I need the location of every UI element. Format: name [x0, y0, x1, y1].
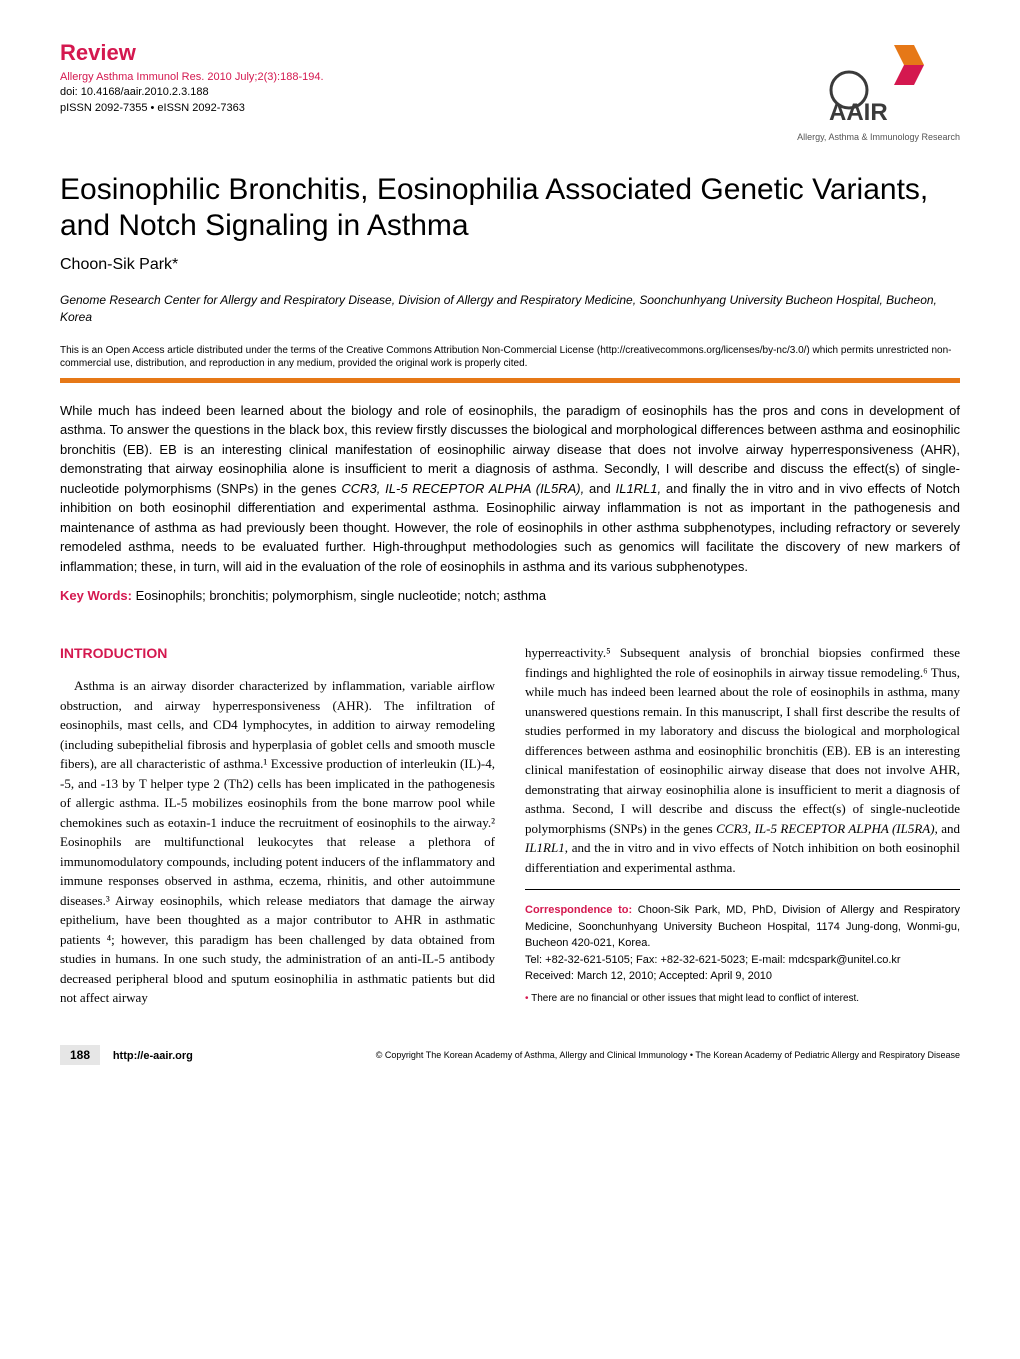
- correspondence-contact: Tel: +82-32-621-5105; Fax: +82-32-621-50…: [525, 952, 960, 969]
- keywords-section: Key Words: Eosinophils; bronchitis; poly…: [60, 588, 960, 603]
- article-title: Eosinophilic Bronchitis, Eosinophilia As…: [60, 172, 960, 244]
- page-header: Review Allergy Asthma Immunol Res. 2010 …: [60, 40, 960, 142]
- conflict-text: There are no financial or other issues t…: [531, 993, 859, 1004]
- doi-text: doi: 10.4168/aair.2010.2.3.188: [60, 85, 797, 100]
- logo-subtitle: Allergy, Asthma & Immunology Research: [797, 132, 960, 142]
- keywords-text: Eosinophils; bronchitis; polymorphism, s…: [132, 588, 546, 603]
- body-columns: INTRODUCTION Asthma is an airway disorde…: [60, 643, 960, 1008]
- left-column: INTRODUCTION Asthma is an airway disorde…: [60, 643, 495, 1008]
- author-affiliation: Genome Research Center for Allergy and R…: [60, 292, 960, 326]
- conflict-note: • There are no financial or other issues…: [525, 991, 960, 1006]
- review-label: Review: [60, 40, 797, 66]
- correspondence-label: Correspondence to:: [525, 904, 632, 916]
- correspondence-divider: [525, 889, 960, 890]
- license-text: This is an Open Access article distribut…: [60, 344, 960, 370]
- issn-text: pISSN 2092-7355 • eISSN 2092-7363: [60, 101, 797, 116]
- footer-url: http://e-aair.org: [113, 1050, 193, 1062]
- right-column: hyperreactivity.⁵ Subsequent analysis of…: [525, 643, 960, 1008]
- col2-part2: , and: [935, 821, 960, 836]
- header-left: Review Allergy Asthma Immunol Res. 2010 …: [60, 40, 797, 116]
- author-name: Choon-Sik Park*: [60, 256, 960, 274]
- abstract-gene1: CCR3, IL-5 RECEPTOR ALPHA (IL5RA),: [341, 481, 584, 496]
- col2-part1: hyperreactivity.⁵ Subsequent analysis of…: [525, 645, 960, 836]
- abstract-part2: and: [584, 481, 615, 496]
- introduction-para-right: hyperreactivity.⁵ Subsequent analysis of…: [525, 643, 960, 877]
- col2-gene1: CCR3, IL-5 RECEPTOR ALPHA (IL5RA): [716, 821, 934, 836]
- correspondence-dates: Received: March 12, 2010; Accepted: Apri…: [525, 968, 960, 985]
- journal-citation: Allergy Asthma Immunol Res. 2010 July;2(…: [60, 70, 797, 85]
- introduction-para-left: Asthma is an airway disorder characteriz…: [60, 676, 495, 1008]
- introduction-heading: INTRODUCTION: [60, 643, 495, 664]
- svg-text:AAIR: AAIR: [829, 99, 888, 126]
- abstract-gene2: IL1RL1,: [616, 481, 662, 496]
- page-number: 188: [60, 1045, 100, 1065]
- section-divider: [60, 378, 960, 383]
- col2-part3: , and the in vitro and in vivo effects o…: [525, 840, 960, 875]
- journal-logo: AAIR Allergy, Asthma & Immunology Resear…: [797, 40, 960, 142]
- col2-gene2: IL1RL1: [525, 840, 565, 855]
- aair-logo-icon: AAIR: [819, 40, 939, 130]
- correspondence-block: Correspondence to: Choon-Sik Park, MD, P…: [525, 902, 960, 1006]
- page-footer: 188 http://e-aair.org © Copyright The Ko…: [60, 1048, 960, 1062]
- keywords-label: Key Words:: [60, 588, 132, 603]
- footer-left: 188 http://e-aair.org: [60, 1048, 193, 1062]
- abstract-text: While much has indeed been learned about…: [60, 401, 960, 577]
- footer-copyright: © Copyright The Korean Academy of Asthma…: [376, 1050, 960, 1060]
